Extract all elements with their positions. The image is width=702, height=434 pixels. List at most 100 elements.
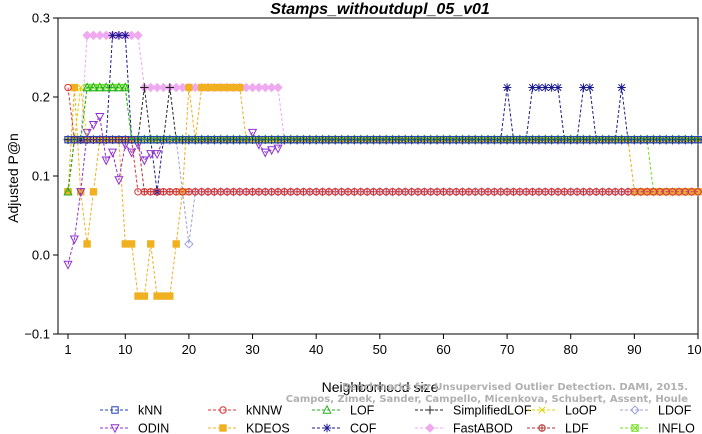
legend-label: LOF [350,404,375,418]
data-point [694,135,702,144]
data-point [204,83,212,92]
chart-title: Stamps_withoutdupl_05_v01 [270,1,490,18]
watermark-line-1: Benchmarks for Unsupervised Outlier Dete… [342,382,688,393]
legend-label: LoOP [565,404,597,418]
legend-marker [425,405,435,415]
data-point [159,292,168,300]
legend-marker [322,404,332,414]
data-point [63,260,73,270]
x-tick-label: 80 [563,342,577,357]
legend-marker [631,424,639,432]
data-point [121,240,129,248]
legend-marker [219,424,227,432]
x-tick-label: 40 [309,342,323,357]
data-point [82,128,92,138]
y-tick-label: 0.1 [32,169,50,184]
data-point [88,120,99,130]
legend-label: kNNW [246,404,282,418]
legend-item-simplifiedlof: SimplifiedLOF [415,404,532,418]
legend-label: ODIN [138,422,169,434]
data-point [64,83,72,92]
data-point [210,83,219,92]
data-point [146,150,156,160]
y-axis-label: Adjusted P@n [5,133,21,223]
data-point [553,83,563,92]
series-knn [64,135,702,144]
series-simplifiedlof [63,83,702,144]
data-point [247,82,258,93]
data-point [108,31,117,40]
legend-marker [219,406,227,414]
x-tick-label: 30 [245,342,259,357]
legend-marker [538,406,546,414]
data-point [158,82,169,93]
legend-marker [630,405,640,415]
data-point [694,188,702,196]
series-line [68,87,698,141]
legend-item-loop: LoOP [527,404,597,418]
legend-label: COF [350,422,377,434]
data-point [547,83,556,92]
data-point [528,83,537,92]
series-line [68,87,698,141]
data-point [107,82,118,92]
data-point [126,30,137,41]
data-point [184,239,194,249]
data-point [76,188,86,198]
data-point [254,82,264,93]
legend-marker [111,406,119,414]
legend: kNN kNNW LOF SimplifiedLOF LoOP LDOF ODIN KDEOS… [100,404,695,434]
data-point [152,150,162,160]
data-point [140,292,149,300]
data-point [273,82,283,93]
legend-item-kdeos: KDEOS [208,422,290,434]
data-point [101,82,111,92]
data-point [88,30,99,41]
data-point [247,128,258,138]
data-point [95,113,105,123]
data-point [69,235,79,245]
data-point [266,82,277,93]
data-point [133,30,143,41]
legend-label: kNN [138,404,162,418]
legend-item-ldf: LDF [527,422,589,434]
data-point [140,83,149,92]
data-point [229,83,238,92]
data-point [107,148,118,158]
data-point [267,146,277,156]
data-point [502,83,512,92]
data-point [127,148,137,158]
legend-marker [110,424,120,434]
x-tick-label: 10 [118,342,132,357]
data-point [121,31,130,40]
y-tick-label: 0.3 [32,11,50,26]
data-point [114,31,124,40]
plot-frame [57,17,699,335]
data-point [172,240,180,248]
legend-item-odin: ODIN [100,422,169,434]
legend-marker [538,424,546,432]
x-tick-label: 90 [627,342,641,357]
legend-label: LDF [565,422,589,434]
data-point [139,156,149,166]
data-point [147,240,155,248]
data-point [185,83,193,92]
data-point [88,82,99,92]
data-point [197,83,206,92]
data-point [273,144,283,154]
plot-area: −0.1 0.0 0.1 0.2 0.3 1 10 20 30 40 50 60 70 80 90 100 [24,11,702,357]
data-point [134,292,142,300]
legend-item-ldof: LDOF [620,404,692,418]
data-point [114,82,124,92]
data-point [77,83,85,92]
series-knnw [64,83,702,196]
data-point [101,30,111,41]
x-tick-label: 70 [500,342,514,357]
data-point [165,83,175,92]
data-point [236,83,244,92]
legend-item-fastabod: FastABOD [415,422,513,434]
x-tick-label: 1 [64,342,71,357]
watermark-line-2: Campos, Zimek, Sander, Campello, Micenko… [286,394,688,405]
data-point [95,30,105,41]
